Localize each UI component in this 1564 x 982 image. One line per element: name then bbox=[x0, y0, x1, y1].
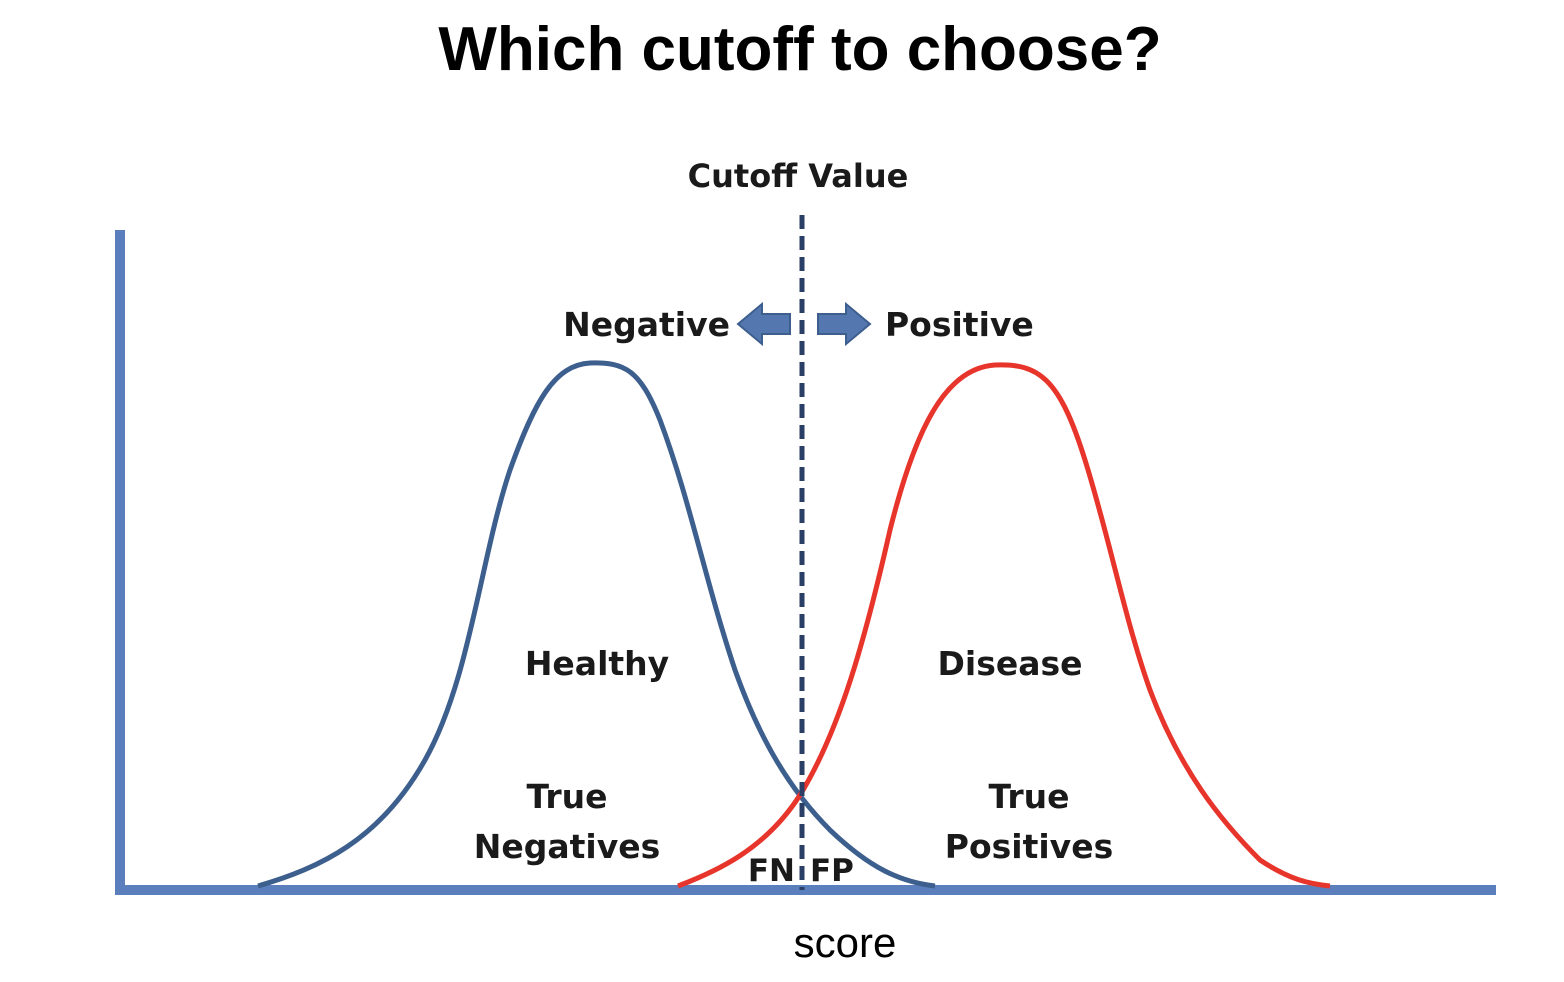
page-title: Which cutoff to choose? bbox=[438, 15, 1162, 84]
negative-arrow-icon bbox=[736, 301, 791, 347]
negative-label: Negative bbox=[563, 305, 730, 344]
true-positives-label-line1: True bbox=[988, 777, 1069, 816]
true-negatives-label-line2: Negatives bbox=[474, 827, 661, 866]
false-negatives-label: FN bbox=[748, 853, 795, 889]
disease-curve bbox=[677, 362, 1331, 889]
healthy-curve bbox=[257, 360, 936, 889]
healthy-label: Healthy bbox=[525, 644, 669, 683]
true-negatives-label-line1: True bbox=[526, 777, 607, 816]
positive-arrow-icon bbox=[817, 301, 872, 347]
cutoff-label: Cutoff Value bbox=[688, 157, 909, 195]
x-axis-label: score bbox=[794, 919, 897, 966]
false-positives-label: FP bbox=[810, 853, 854, 889]
title-area: Which cutoff to choose? bbox=[0, 0, 1564, 100]
positive-label: Positive bbox=[885, 305, 1034, 344]
true-positives-label-line2: Positives bbox=[945, 827, 1113, 866]
disease-label: Disease bbox=[937, 644, 1082, 683]
